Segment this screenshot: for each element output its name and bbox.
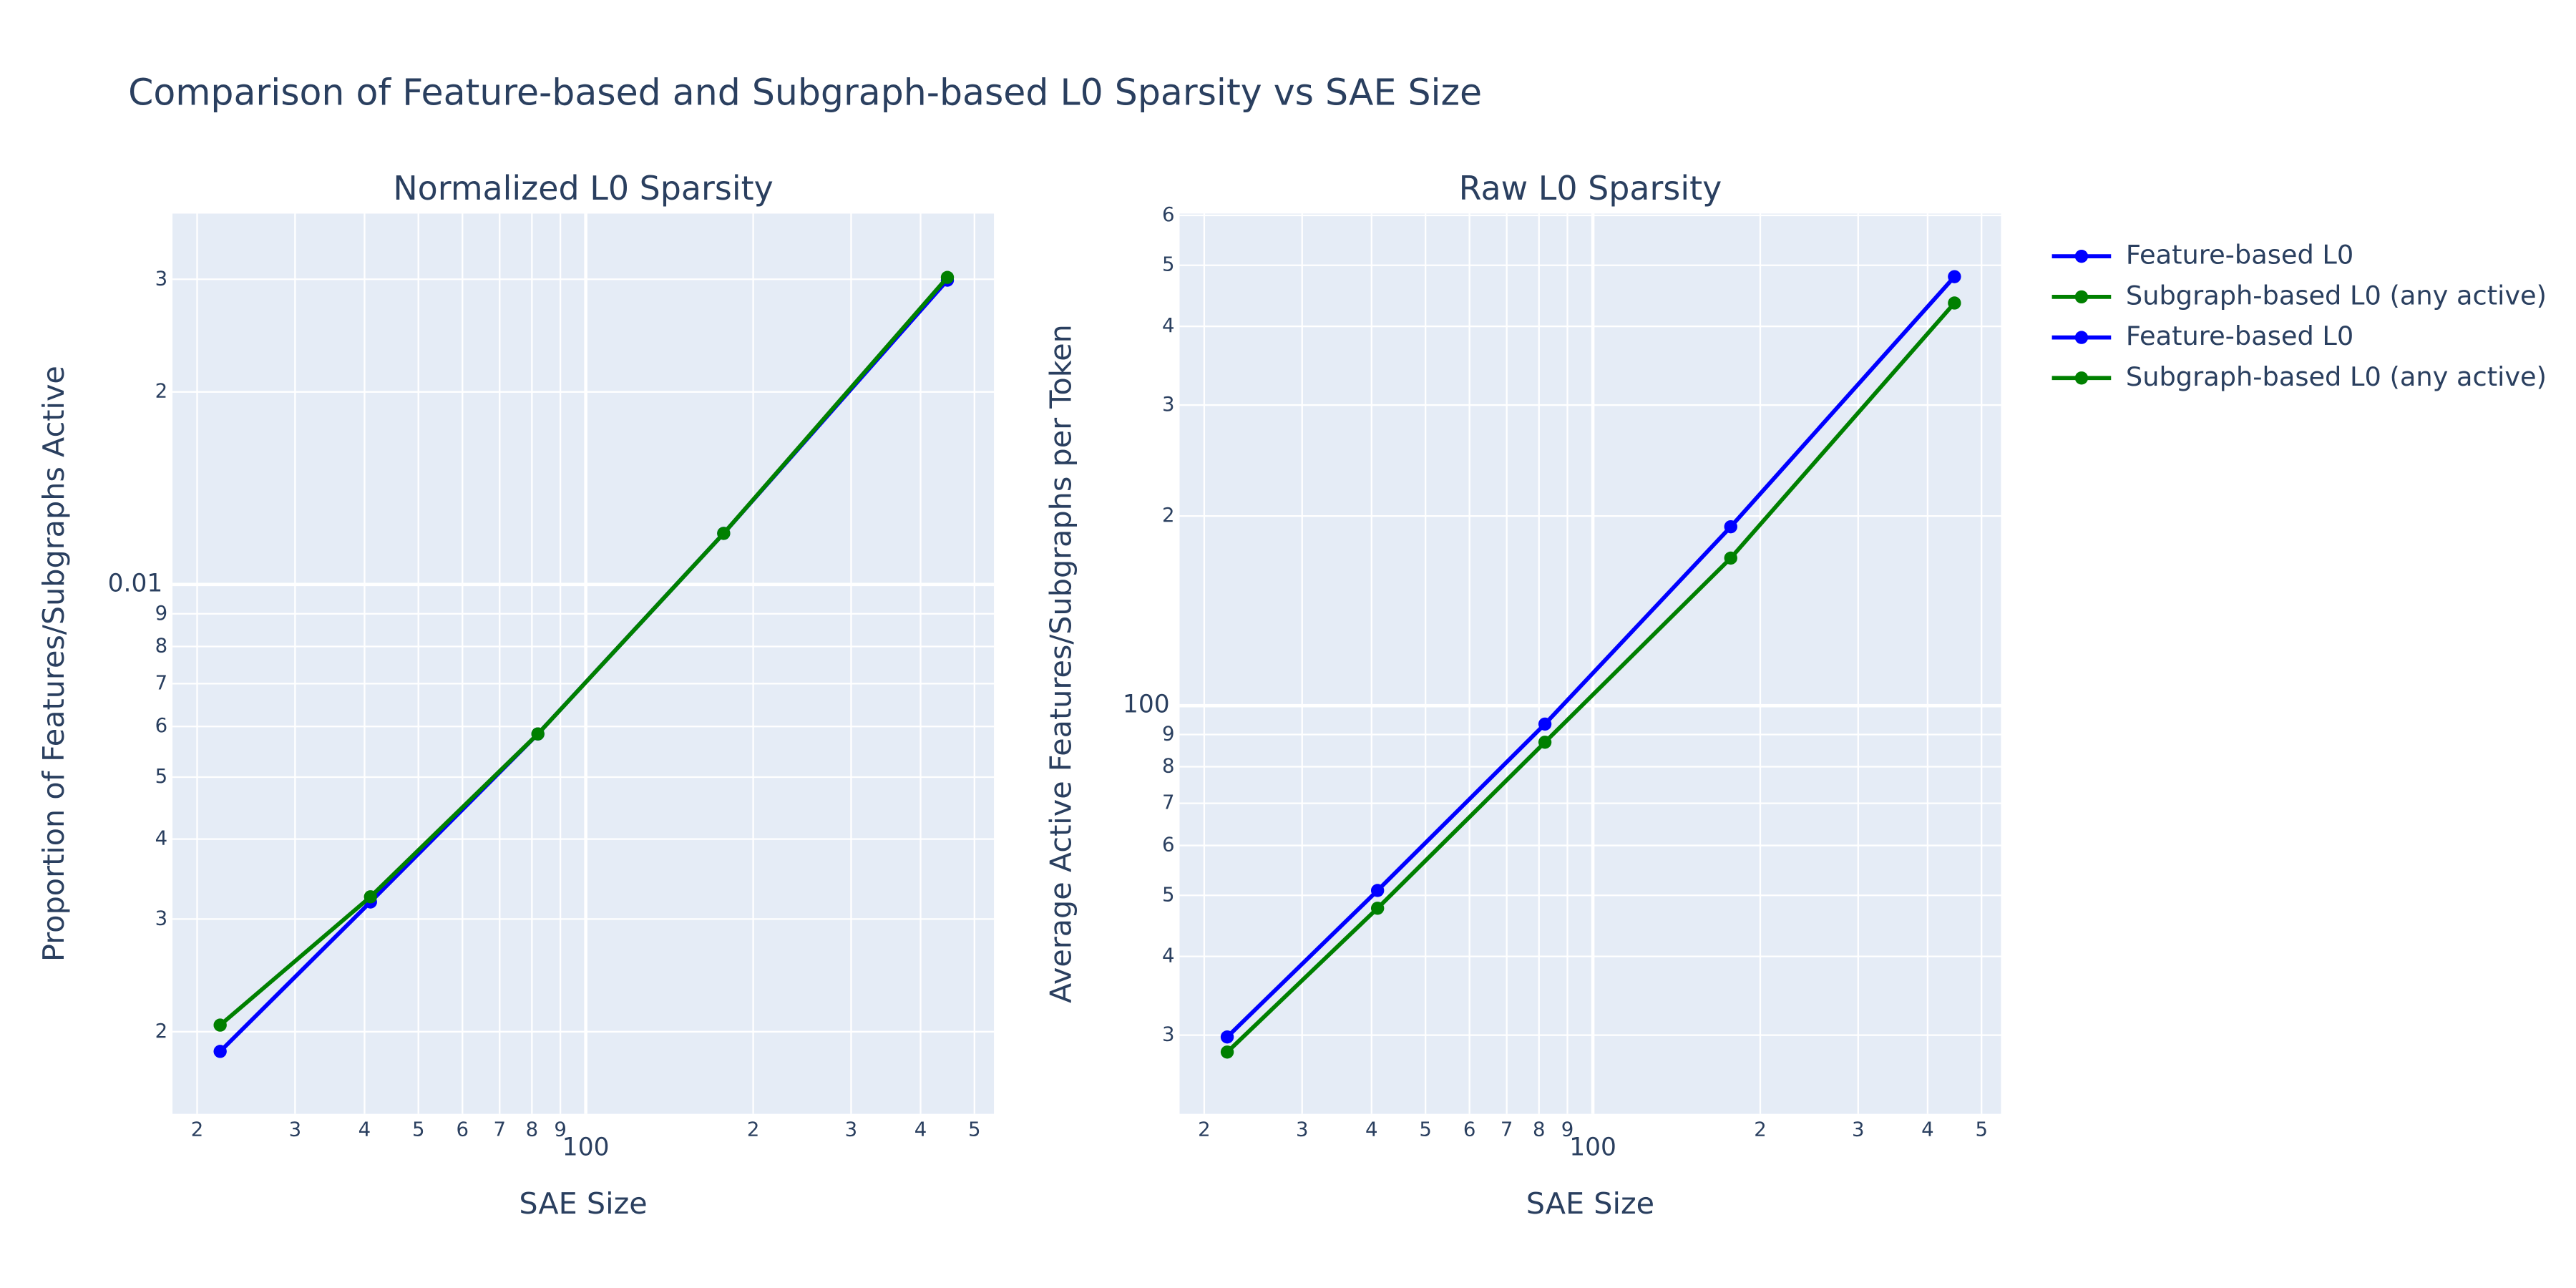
point (1538, 736, 1552, 749)
point (213, 1045, 227, 1058)
x-tick-label: 4 (1365, 1118, 1378, 1141)
plot-area (1179, 213, 2001, 1114)
x-tick-label: 3 (1296, 1118, 1309, 1141)
x-tick-label: 9 (1561, 1118, 1574, 1141)
point (940, 270, 955, 284)
y-tick-label: 5 (1162, 253, 1175, 276)
x-tick-label: 5 (968, 1118, 981, 1141)
y-tick-label: 2 (1162, 504, 1175, 527)
y-tick-label: 3 (155, 907, 168, 930)
y-tick-label: 5 (1162, 883, 1175, 906)
point (1724, 519, 1737, 534)
point (1220, 1030, 1234, 1044)
x-tick-label: 2 (191, 1118, 204, 1141)
x-tick-label: 3 (845, 1118, 858, 1141)
y-tick-label: 8 (155, 635, 168, 658)
y-tick-label: 0.01 (108, 569, 163, 597)
y-axis-label: Proportion of Features/Subgraphs Active (36, 366, 71, 962)
point (1370, 902, 1385, 915)
legend-label: Feature-based L0 (2126, 321, 2353, 351)
x-tick-label: 3 (1852, 1118, 1865, 1141)
x-axis-label: SAE Size (519, 1186, 647, 1221)
y-axis-label: Average Active Features/Subgraphs per To… (1043, 324, 1078, 1003)
y-tick-label: 4 (155, 827, 168, 850)
x-axis-label: SAE Size (1526, 1186, 1654, 1221)
legend-marker (2074, 331, 2089, 344)
y-tick-label: 9 (155, 602, 168, 625)
y-tick-label: 9 (1162, 722, 1175, 745)
subplot-title: Normalized L0 Sparsity (393, 169, 773, 208)
x-tick-label: 9 (554, 1118, 567, 1141)
x-tick-label: 8 (1533, 1118, 1546, 1141)
y-tick-label: 4 (1162, 314, 1175, 337)
y-tick-label: 100 (1123, 691, 1170, 719)
y-tick-label: 6 (1162, 203, 1175, 226)
x-tick-label: 5 (1419, 1118, 1432, 1141)
x-tick-label: 4 (914, 1118, 927, 1141)
point (213, 1018, 227, 1032)
x-tick-label: 6 (1463, 1118, 1476, 1141)
point (717, 527, 731, 540)
point (1724, 551, 1737, 565)
y-tick-label: 3 (1162, 393, 1175, 416)
x-tick-label: 3 (289, 1118, 302, 1141)
x-tick-label: 5 (412, 1118, 425, 1141)
point (1220, 1045, 1234, 1059)
y-tick-label: 6 (155, 714, 168, 737)
chart-title: Comparison of Feature-based and Subgraph… (128, 72, 1482, 114)
x-tick-label: 5 (1975, 1118, 1988, 1141)
x-tick-label: 4 (1921, 1118, 1934, 1141)
point (1948, 296, 1961, 310)
y-tick-label: 8 (1162, 755, 1175, 778)
x-tick-label: 7 (494, 1118, 507, 1141)
x-tick-label: 2 (1754, 1118, 1767, 1141)
y-tick-label: 2 (155, 380, 168, 403)
legend-label: Feature-based L0 (2126, 240, 2353, 270)
y-tick-label: 4 (1162, 945, 1175, 967)
x-tick-label: 4 (358, 1118, 371, 1141)
x-tick-label: 8 (526, 1118, 539, 1141)
x-tick-label: 7 (1501, 1118, 1513, 1141)
x-tick-label: 2 (747, 1118, 760, 1141)
legend-label: Subgraph-based L0 (any active) (2126, 361, 2547, 392)
legend-marker (2074, 249, 2089, 263)
x-tick-label: 2 (1198, 1118, 1211, 1141)
x-tick-label: 6 (456, 1118, 469, 1141)
legend-marker (2074, 371, 2089, 385)
subplot-title: Raw L0 Sparsity (1459, 169, 1722, 208)
y-tick-label: 5 (155, 765, 168, 788)
point (364, 890, 377, 904)
legend-label: Subgraph-based L0 (any active) (2126, 280, 2547, 311)
legend-marker (2074, 290, 2089, 304)
y-tick-label: 3 (1162, 1023, 1175, 1046)
y-tick-label: 2 (155, 1020, 168, 1043)
point (1538, 717, 1552, 731)
y-tick-label: 3 (155, 267, 168, 290)
x-tick-label: 100 (1569, 1133, 1616, 1161)
point (1370, 884, 1385, 897)
point (531, 727, 545, 741)
x-tick-label: 100 (562, 1133, 610, 1161)
point (1948, 270, 1961, 283)
y-tick-label: 7 (1162, 791, 1175, 814)
y-tick-label: 7 (155, 671, 168, 694)
y-tick-label: 6 (1162, 834, 1175, 857)
